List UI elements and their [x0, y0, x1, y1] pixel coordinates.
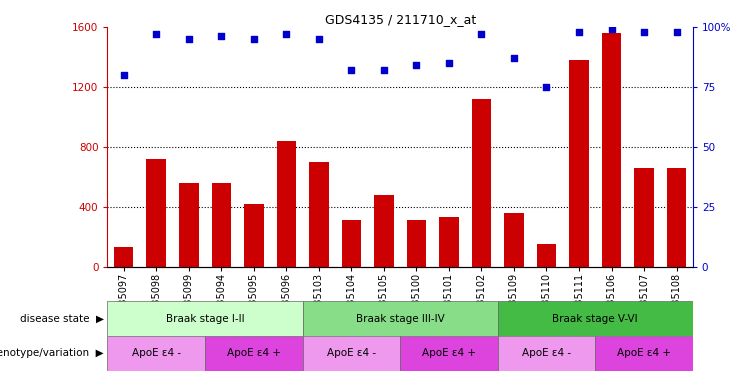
- Bar: [602, 33, 621, 267]
- Point: [411, 62, 422, 68]
- Bar: [276, 141, 296, 267]
- Point: [118, 72, 130, 78]
- Bar: [504, 213, 524, 267]
- Bar: [498, 336, 595, 371]
- Bar: [374, 195, 393, 267]
- Text: genotype/variation  ▶: genotype/variation ▶: [0, 348, 104, 358]
- Bar: [498, 301, 693, 336]
- Bar: [205, 336, 302, 371]
- Text: ApoE ε4 +: ApoE ε4 +: [422, 348, 476, 358]
- Bar: [472, 99, 491, 267]
- Bar: [107, 336, 205, 371]
- Bar: [536, 244, 556, 267]
- Bar: [244, 204, 264, 267]
- Bar: [569, 60, 589, 267]
- Bar: [439, 217, 459, 267]
- Text: ApoE ε4 -: ApoE ε4 -: [327, 348, 376, 358]
- Point: [443, 60, 455, 66]
- Point: [378, 67, 390, 73]
- Point: [313, 36, 325, 42]
- Text: Braak stage I-II: Braak stage I-II: [166, 314, 245, 324]
- Point: [605, 26, 617, 32]
- Text: ApoE ε4 -: ApoE ε4 -: [522, 348, 571, 358]
- Bar: [667, 168, 686, 267]
- Text: Braak stage V-VI: Braak stage V-VI: [553, 314, 638, 324]
- Text: ApoE ε4 +: ApoE ε4 +: [227, 348, 281, 358]
- Text: Braak stage III-IV: Braak stage III-IV: [356, 314, 445, 324]
- Point: [150, 31, 162, 37]
- Text: disease state  ▶: disease state ▶: [20, 314, 104, 324]
- Bar: [107, 301, 302, 336]
- Point: [345, 67, 357, 73]
- Bar: [309, 162, 328, 267]
- Bar: [342, 220, 361, 267]
- Text: ApoE ε4 +: ApoE ε4 +: [617, 348, 671, 358]
- Bar: [595, 336, 693, 371]
- Text: ApoE ε4 -: ApoE ε4 -: [132, 348, 181, 358]
- Point: [280, 31, 292, 37]
- Point: [476, 31, 488, 37]
- Bar: [179, 183, 199, 267]
- Point: [573, 29, 585, 35]
- Point: [508, 55, 520, 61]
- Point: [638, 29, 650, 35]
- Bar: [114, 247, 133, 267]
- Bar: [211, 183, 231, 267]
- Bar: [147, 159, 166, 267]
- Bar: [400, 336, 498, 371]
- Point: [671, 29, 682, 35]
- Point: [183, 36, 195, 42]
- Point: [247, 36, 260, 42]
- Point: [541, 84, 553, 90]
- Bar: [302, 301, 498, 336]
- Bar: [407, 220, 426, 267]
- Point: [216, 33, 227, 40]
- Bar: [634, 168, 654, 267]
- Title: GDS4135 / 211710_x_at: GDS4135 / 211710_x_at: [325, 13, 476, 26]
- Bar: [302, 336, 400, 371]
